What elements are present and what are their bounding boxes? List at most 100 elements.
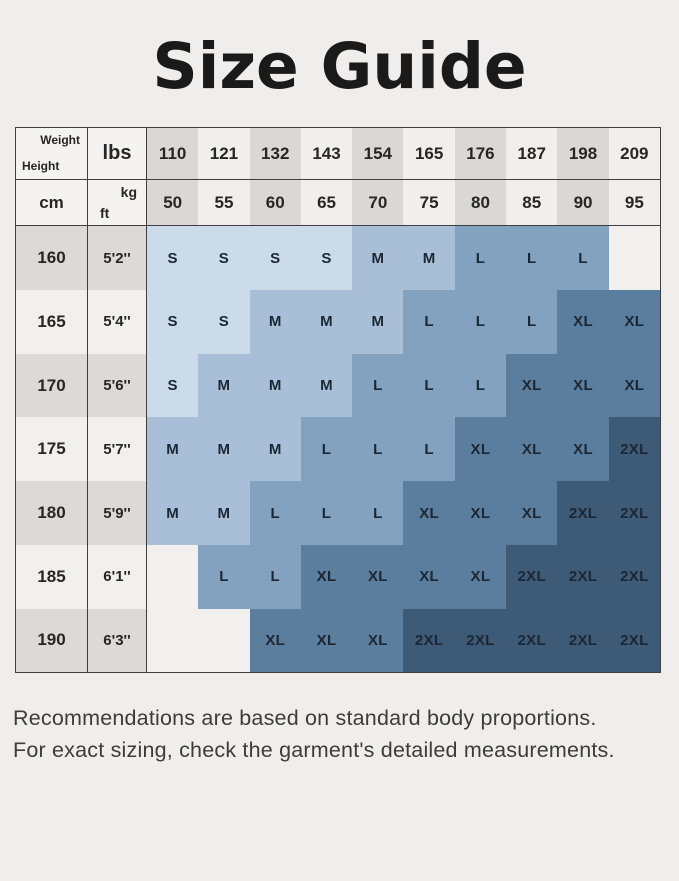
- empty-size-cell: [147, 608, 199, 673]
- weight-lbs-header: 143: [300, 128, 353, 181]
- size-cell: L: [300, 481, 353, 545]
- size-cell: L: [454, 290, 507, 354]
- size-cell: L: [249, 481, 301, 545]
- weight-kg-header: 75: [403, 180, 455, 227]
- weight-axis-label: Weight: [40, 133, 80, 148]
- height-cm-cell: 185: [16, 544, 88, 609]
- weight-lbs-header: 209: [608, 128, 660, 181]
- size-cell: XL: [454, 544, 507, 609]
- empty-size-cell: [147, 544, 199, 609]
- size-cell: L: [403, 290, 455, 354]
- size-cell: S: [147, 290, 199, 354]
- kg-unit-label: kg: [120, 184, 137, 201]
- size-cell: M: [198, 353, 250, 418]
- empty-size-cell: [198, 608, 250, 673]
- footer-line-2: For exact sizing, check the garment's de…: [13, 738, 615, 763]
- size-cell: M: [198, 481, 250, 545]
- height-ft-cell: 5'4'': [88, 290, 147, 354]
- size-cell: S: [249, 226, 301, 290]
- height-ft-cell: 5'2'': [88, 226, 147, 290]
- height-ft-cell: 6'3'': [88, 608, 147, 673]
- size-cell: M: [249, 417, 301, 482]
- size-cell: M: [249, 290, 301, 354]
- size-cell: 2XL: [403, 608, 455, 673]
- weight-kg-header: 95: [608, 180, 660, 227]
- size-cell: M: [147, 417, 199, 482]
- size-cell: M: [147, 481, 199, 545]
- height-ft-cell: 5'9'': [88, 481, 147, 545]
- size-cell: XL: [557, 290, 609, 354]
- height-cm-cell: 170: [16, 353, 88, 418]
- size-cell: M: [249, 353, 301, 418]
- cm-unit-label: cm: [16, 180, 88, 227]
- size-cell: M: [300, 353, 353, 418]
- weight-kg-header: 55: [198, 180, 250, 227]
- weight-kg-header: 80: [454, 180, 507, 227]
- empty-size-cell: [608, 226, 660, 290]
- size-cell: S: [198, 226, 250, 290]
- size-cell: S: [147, 353, 199, 418]
- size-cell: 2XL: [608, 417, 660, 482]
- size-cell: XL: [454, 417, 507, 482]
- diagonal-header-cell: Weight Height: [16, 128, 88, 181]
- weight-kg-header: 50: [147, 180, 199, 227]
- size-cell: XL: [300, 544, 353, 609]
- weight-kg-header: 85: [506, 180, 558, 227]
- size-cell: 2XL: [557, 481, 609, 545]
- size-cell: L: [454, 353, 507, 418]
- size-cell: S: [198, 290, 250, 354]
- ft-unit-label: ft: [100, 205, 110, 222]
- size-cell: XL: [249, 608, 301, 673]
- size-cell: 2XL: [608, 608, 660, 673]
- footer-line-1: Recommendations are based on standard bo…: [13, 706, 597, 731]
- height-axis-label: Height: [22, 159, 60, 174]
- footer-note: Recommendations are based on standard bo…: [13, 703, 666, 767]
- size-cell: M: [403, 226, 455, 290]
- size-cell: 2XL: [506, 608, 558, 673]
- size-cell: XL: [352, 544, 404, 609]
- size-cell: S: [147, 226, 199, 290]
- weight-lbs-header: 110: [147, 128, 199, 181]
- size-cell: XL: [454, 481, 507, 545]
- size-cell: L: [249, 544, 301, 609]
- size-cell: M: [352, 226, 404, 290]
- size-guide-table: Weight Height lbs 110 121 132 143 154 165 176 187 1…: [15, 127, 661, 674]
- weight-lbs-header: 165: [403, 128, 455, 181]
- size-cell: 2XL: [608, 544, 660, 609]
- diagonal-header-cell: kg ft: [88, 180, 147, 227]
- size-cell: XL: [506, 353, 558, 418]
- weight-lbs-header: 176: [454, 128, 507, 181]
- size-cell: L: [506, 226, 558, 290]
- size-cell: 2XL: [454, 608, 507, 673]
- size-cell: M: [300, 290, 353, 354]
- weight-kg-header: 60: [249, 180, 301, 227]
- weight-lbs-header: 154: [352, 128, 404, 181]
- size-cell: L: [352, 481, 404, 545]
- size-cell: M: [352, 290, 404, 354]
- page-title: Size Guide: [152, 30, 527, 103]
- size-cell: XL: [506, 417, 558, 482]
- size-cell: XL: [403, 544, 455, 609]
- size-cell: XL: [557, 353, 609, 418]
- height-ft-cell: 6'1'': [88, 544, 147, 609]
- size-cell: XL: [608, 353, 660, 418]
- size-cell: XL: [300, 608, 353, 673]
- height-cm-cell: 165: [16, 290, 88, 354]
- height-cm-cell: 175: [16, 417, 88, 482]
- size-cell: L: [454, 226, 507, 290]
- size-cell: L: [300, 417, 353, 482]
- size-cell: 2XL: [506, 544, 558, 609]
- size-cell: 2XL: [557, 544, 609, 609]
- size-cell: L: [198, 544, 250, 609]
- weight-kg-header: 70: [352, 180, 404, 227]
- height-ft-cell: 5'6'': [88, 353, 147, 418]
- weight-lbs-header: 187: [506, 128, 558, 181]
- size-cell: XL: [352, 608, 404, 673]
- size-cell: 2XL: [608, 481, 660, 545]
- size-cell: XL: [557, 417, 609, 482]
- lbs-unit-label: lbs: [88, 128, 147, 181]
- size-cell: L: [557, 226, 609, 290]
- size-cell: XL: [608, 290, 660, 354]
- size-cell: 2XL: [557, 608, 609, 673]
- size-cell: S: [300, 226, 353, 290]
